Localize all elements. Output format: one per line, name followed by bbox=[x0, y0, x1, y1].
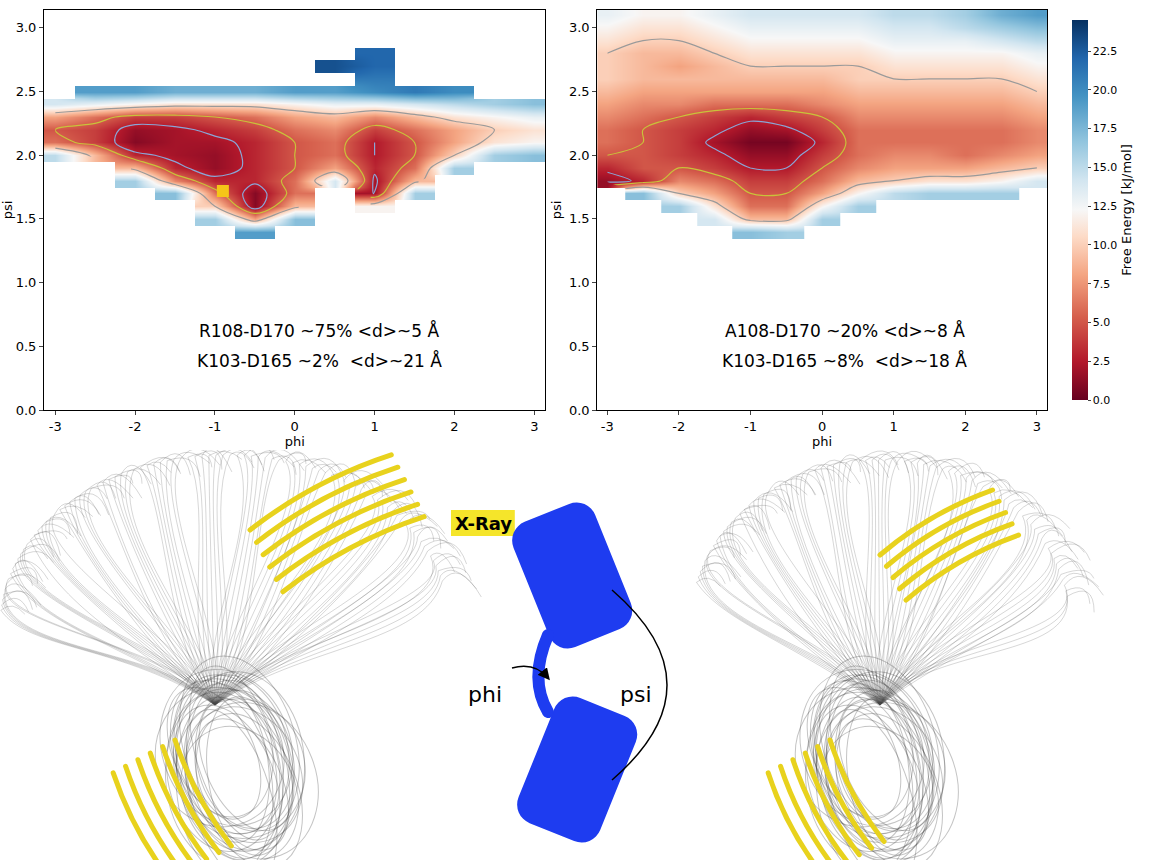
svg-text:0: 0 bbox=[818, 419, 826, 434]
svg-text:2: 2 bbox=[450, 419, 458, 434]
svg-text:2.5: 2.5 bbox=[1093, 355, 1111, 368]
svg-text:0.5: 0.5 bbox=[569, 339, 590, 354]
svg-text:2.5: 2.5 bbox=[16, 84, 37, 99]
svg-text:phi: phi bbox=[468, 682, 502, 707]
svg-text:R108-D170 ~75% <d>~5 Å: R108-D170 ~75% <d>~5 Å bbox=[199, 320, 440, 341]
svg-text:1: 1 bbox=[890, 419, 898, 434]
svg-text:K103-D165 ~2% <d>~21 Å: K103-D165 ~2% <d>~21 Å bbox=[197, 350, 442, 371]
svg-text:psi: psi bbox=[0, 201, 15, 220]
svg-text:-1: -1 bbox=[744, 419, 757, 434]
svg-text:psi: psi bbox=[620, 682, 652, 707]
svg-text:1.5: 1.5 bbox=[16, 211, 37, 226]
svg-text:0.0: 0.0 bbox=[569, 403, 590, 418]
svg-text:0.5: 0.5 bbox=[16, 339, 37, 354]
svg-text:3.0: 3.0 bbox=[569, 20, 590, 35]
svg-text:3: 3 bbox=[1033, 419, 1041, 434]
svg-text:1: 1 bbox=[370, 419, 378, 434]
svg-text:7.5: 7.5 bbox=[1093, 278, 1111, 291]
svg-text:20.0: 20.0 bbox=[1093, 84, 1118, 97]
svg-text:1.0: 1.0 bbox=[16, 275, 37, 290]
svg-text:2: 2 bbox=[961, 419, 969, 434]
svg-text:1.5: 1.5 bbox=[569, 211, 590, 226]
svg-text:0.0: 0.0 bbox=[1093, 394, 1111, 407]
svg-text:Free Energy [kJ/mol]: Free Energy [kJ/mol] bbox=[1119, 144, 1134, 275]
svg-text:-3: -3 bbox=[601, 419, 614, 434]
svg-text:-2: -2 bbox=[672, 419, 685, 434]
svg-text:-3: -3 bbox=[49, 419, 62, 434]
svg-text:15.0: 15.0 bbox=[1093, 161, 1118, 174]
svg-text:X-Ray: X-Ray bbox=[455, 513, 512, 534]
svg-text:22.5: 22.5 bbox=[1093, 45, 1118, 58]
svg-text:K103-D165 ~8% <d>~18 Å: K103-D165 ~8% <d>~18 Å bbox=[722, 350, 967, 371]
svg-text:phi: phi bbox=[812, 434, 832, 449]
svg-text:5.0: 5.0 bbox=[1093, 316, 1111, 329]
svg-text:phi: phi bbox=[285, 434, 305, 449]
svg-text:3.0: 3.0 bbox=[16, 20, 37, 35]
svg-text:3: 3 bbox=[530, 419, 538, 434]
svg-text:2.0: 2.0 bbox=[16, 148, 37, 163]
svg-text:-1: -1 bbox=[208, 419, 221, 434]
svg-text:psi: psi bbox=[549, 201, 564, 220]
svg-text:-2: -2 bbox=[129, 419, 142, 434]
svg-text:17.5: 17.5 bbox=[1093, 122, 1118, 135]
svg-text:10.0: 10.0 bbox=[1093, 239, 1118, 252]
svg-text:0: 0 bbox=[291, 419, 299, 434]
svg-text:2.5: 2.5 bbox=[569, 84, 590, 99]
svg-text:A108-D170 ~20% <d>~8 Å: A108-D170 ~20% <d>~8 Å bbox=[725, 320, 965, 341]
svg-text:0.0: 0.0 bbox=[16, 403, 37, 418]
svg-text:1.0: 1.0 bbox=[569, 275, 590, 290]
svg-text:2.0: 2.0 bbox=[569, 148, 590, 163]
svg-text:12.5: 12.5 bbox=[1093, 200, 1118, 213]
